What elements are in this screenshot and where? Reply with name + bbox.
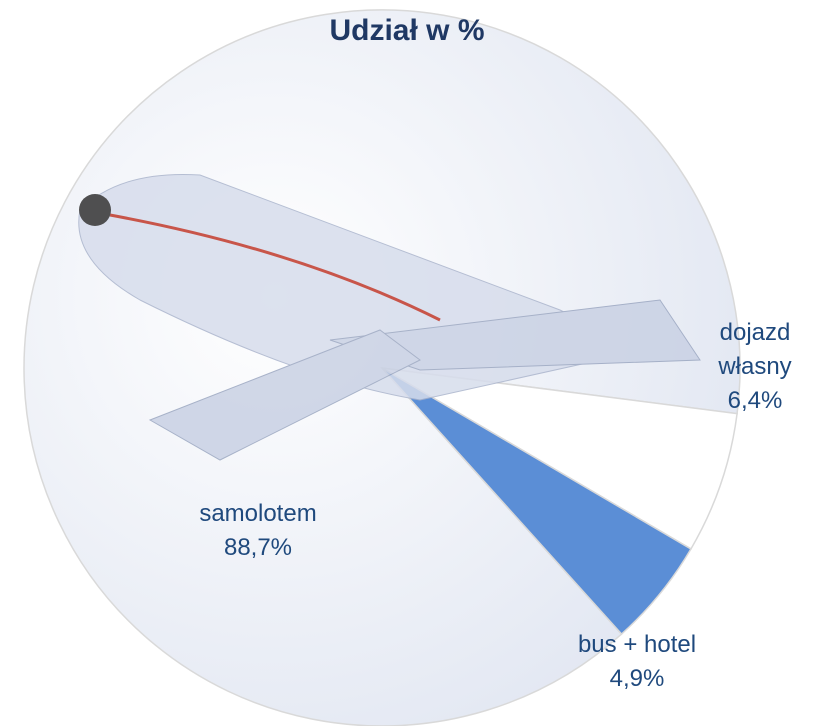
pie-slice [381, 367, 692, 636]
data-label: bus + hotel 4,9% [578, 628, 696, 696]
category-label: samolotem [199, 500, 317, 527]
pie-slice [381, 367, 738, 550]
category-label: dojazd własny [718, 319, 792, 380]
plane-decoration [78, 173, 701, 461]
value-label: 88,7% [223, 534, 293, 561]
category-label: bus + hotel [577, 631, 697, 658]
chart-title: Udział w % [329, 14, 485, 47]
data-label: samolotem 88,7% [199, 497, 316, 565]
value-label: 4,9% [609, 665, 665, 692]
data-label: dojazd własny 6,4% [700, 316, 810, 418]
value-label: 6,4% [727, 387, 783, 414]
